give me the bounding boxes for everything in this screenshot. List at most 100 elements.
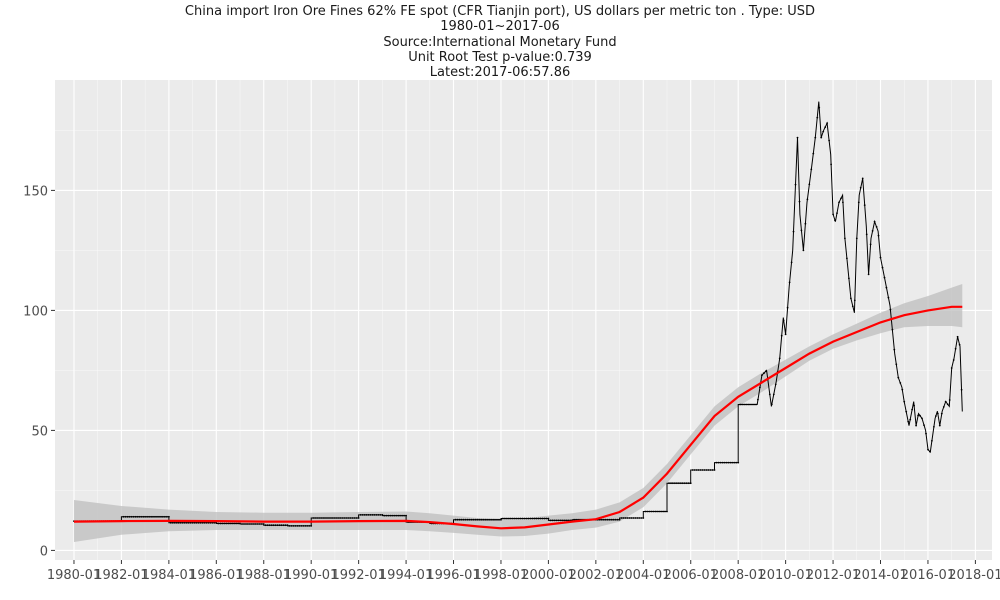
observed-point (266, 524, 269, 527)
observed-point (913, 404, 915, 407)
observed-point (405, 514, 407, 517)
observed-point (357, 517, 360, 519)
observed-point (745, 403, 747, 406)
observed-point (869, 243, 872, 246)
observed-point (729, 461, 732, 464)
observed-point (209, 521, 212, 524)
observed-point (646, 510, 649, 513)
observed-point (800, 229, 803, 232)
observed-point (891, 328, 894, 331)
observed-point (846, 257, 848, 260)
observed-point (276, 524, 279, 527)
observed-point (494, 518, 496, 521)
observed-point (954, 347, 957, 350)
observed-point (899, 382, 902, 384)
observed-point (223, 522, 226, 525)
observed-point (543, 517, 546, 520)
observed-point (848, 277, 850, 280)
observed-point (365, 514, 368, 516)
observed-point (865, 233, 868, 236)
observed-point (731, 461, 734, 464)
x-tick-label: 1982-01 (94, 568, 148, 583)
observed-point (462, 518, 465, 521)
observed-point (134, 515, 137, 518)
x-tick-label: 1984-01 (142, 568, 196, 583)
observed-point (628, 517, 631, 519)
observed-point (334, 517, 336, 519)
observed-point (622, 517, 625, 519)
observed-series (73, 101, 963, 527)
observed-point (274, 524, 277, 527)
observed-point (808, 183, 811, 186)
observed-point (533, 517, 536, 520)
observed-point (278, 524, 281, 527)
observed-point (460, 518, 463, 521)
observed-point (183, 521, 186, 524)
observed-point (496, 518, 498, 521)
observed-point (774, 383, 777, 386)
observed-point (207, 521, 210, 524)
observed-point (944, 400, 947, 403)
observed-point (401, 514, 403, 517)
observed-point (156, 515, 158, 518)
observed-point (727, 461, 730, 464)
observed-point (201, 521, 204, 524)
observed-point (820, 136, 823, 139)
observed-point (600, 518, 603, 521)
plot-panel (55, 80, 992, 560)
observed-point (711, 469, 714, 471)
observed-point (768, 393, 771, 396)
observed-point (640, 517, 643, 519)
observed-point (814, 136, 817, 139)
observed-point (225, 522, 228, 525)
observed-point (824, 126, 827, 129)
observed-point (243, 523, 245, 525)
observed-point (484, 518, 487, 521)
observed-point (490, 518, 492, 521)
observed-point (345, 517, 348, 519)
observed-point (763, 372, 765, 375)
observed-point (567, 519, 570, 522)
observed-point (630, 517, 633, 519)
observed-point (162, 515, 164, 518)
observed-point (537, 517, 540, 520)
observed-point (881, 266, 884, 269)
observed-point (211, 521, 214, 524)
observed-point (733, 461, 736, 464)
observed-point (802, 249, 805, 252)
observed-point (650, 510, 653, 513)
observed-point (294, 525, 297, 527)
observed-point (626, 517, 629, 519)
observed-point (753, 403, 755, 406)
observed-point (254, 523, 257, 525)
observed-point (903, 400, 906, 403)
observed-point (179, 521, 182, 524)
observed-point (757, 398, 759, 401)
observed-point (620, 517, 623, 519)
observed-point (338, 517, 340, 519)
observed-point (466, 518, 469, 521)
observed-point (181, 521, 184, 524)
observed-point (154, 515, 156, 518)
x-tick-label: 1996-01 (426, 568, 480, 583)
observed-point (314, 517, 316, 519)
x-tick-label: 1998-01 (474, 568, 528, 583)
observed-point (498, 518, 500, 521)
observed-point (658, 510, 660, 513)
observed-point (377, 514, 380, 516)
observed-point (148, 515, 151, 518)
observed-point (871, 230, 874, 232)
y-tick-label: 0 (40, 544, 48, 559)
observed-point (905, 410, 908, 413)
observed-point (185, 521, 188, 524)
observed-point (349, 517, 352, 519)
observed-point (931, 439, 933, 442)
minor-grid (55, 80, 992, 560)
observed-point (863, 204, 866, 207)
observed-point (480, 518, 483, 521)
observed-point (403, 514, 405, 517)
x-tick-label: 2006-01 (664, 568, 718, 583)
observed-point (454, 518, 457, 521)
observed-point (717, 461, 720, 464)
observed-point (919, 414, 921, 417)
